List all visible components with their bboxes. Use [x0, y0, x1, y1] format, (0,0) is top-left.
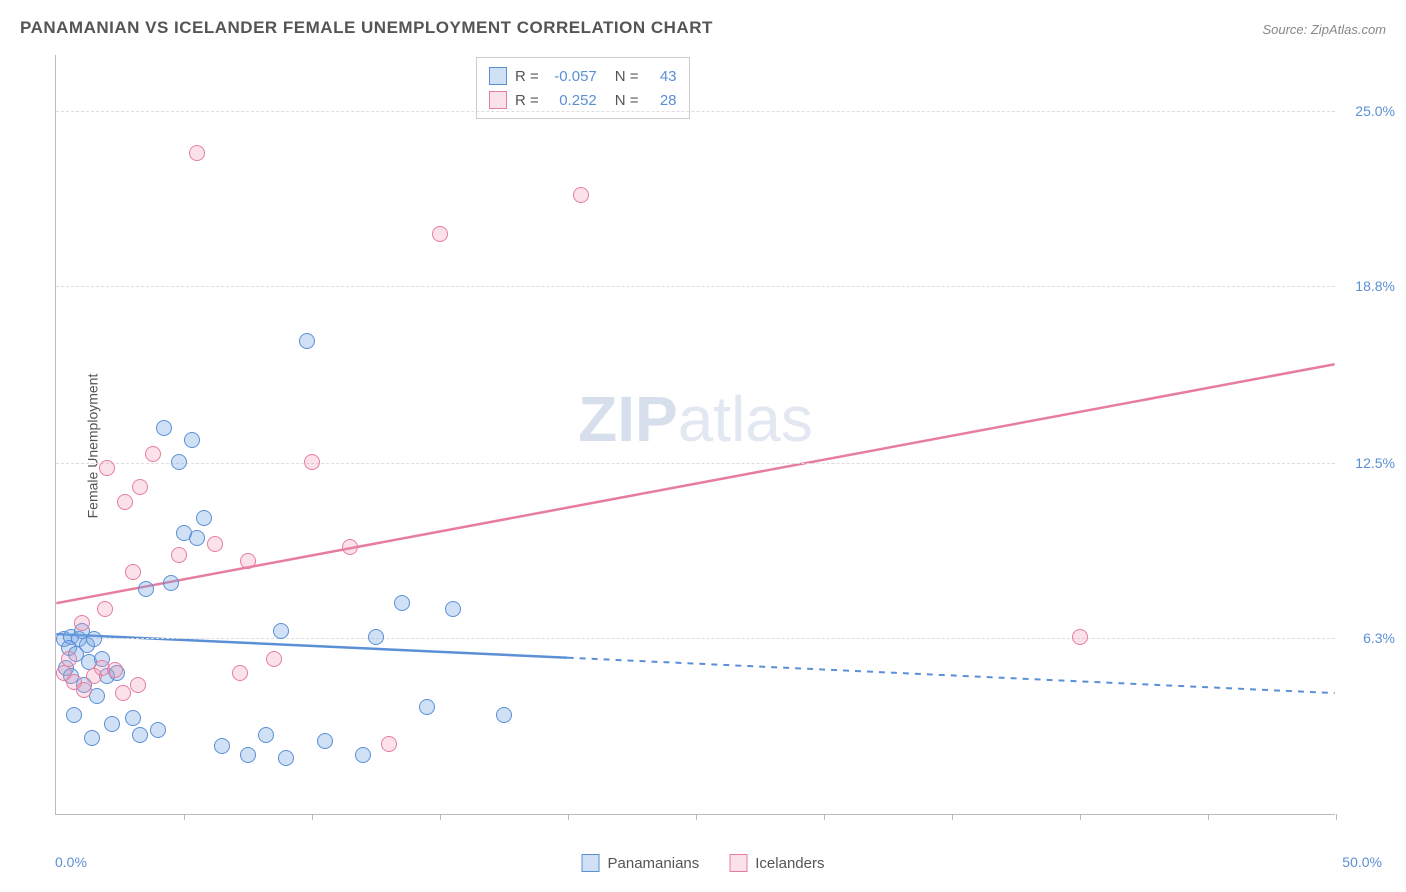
data-point: [368, 629, 384, 645]
swatch-pink-icon: [729, 854, 747, 872]
corr-row-icelanders: R = 0.252 N = 28: [489, 88, 677, 112]
data-point: [1072, 629, 1088, 645]
x-tick: [952, 814, 953, 820]
data-point: [573, 187, 589, 203]
y-tick-label: 6.3%: [1340, 630, 1395, 646]
x-tick: [1080, 814, 1081, 820]
x-min-label: 0.0%: [55, 854, 87, 870]
x-tick: [1208, 814, 1209, 820]
data-point: [84, 730, 100, 746]
data-point: [273, 623, 289, 639]
data-point: [138, 581, 154, 597]
data-point: [115, 685, 131, 701]
y-tick-label: 18.8%: [1340, 278, 1395, 294]
data-point: [432, 226, 448, 242]
data-point: [132, 479, 148, 495]
x-tick: [696, 814, 697, 820]
gridline: [56, 286, 1335, 287]
swatch-blue-icon: [582, 854, 600, 872]
data-point: [278, 750, 294, 766]
data-point: [145, 446, 161, 462]
n-label: N =: [615, 92, 639, 109]
data-point: [156, 420, 172, 436]
corr-row-panamanians: R = -0.057 N = 43: [489, 64, 677, 88]
data-point: [117, 494, 133, 510]
data-point: [304, 454, 320, 470]
data-point: [76, 682, 92, 698]
data-point: [445, 601, 461, 617]
data-point: [342, 539, 358, 555]
data-point: [61, 651, 77, 667]
data-point: [355, 747, 371, 763]
data-point: [381, 736, 397, 752]
data-point: [317, 733, 333, 749]
data-point: [496, 707, 512, 723]
r-label: R =: [515, 68, 539, 85]
y-tick-label: 25.0%: [1340, 103, 1395, 119]
data-point: [232, 665, 248, 681]
data-point: [171, 547, 187, 563]
data-point: [66, 707, 82, 723]
correlation-box: R = -0.057 N = 43 R = 0.252 N = 28: [476, 57, 690, 119]
data-point: [394, 595, 410, 611]
x-tick: [440, 814, 441, 820]
x-tick: [184, 814, 185, 820]
swatch-pink-icon: [489, 91, 507, 109]
data-point: [189, 145, 205, 161]
data-point: [125, 564, 141, 580]
data-point: [299, 333, 315, 349]
legend-item-panamanians: Panamanians: [582, 854, 700, 872]
data-point: [150, 722, 166, 738]
x-tick: [568, 814, 569, 820]
data-point: [207, 536, 223, 552]
data-point: [240, 747, 256, 763]
source-credit: Source: ZipAtlas.com: [1262, 22, 1386, 37]
x-tick: [312, 814, 313, 820]
data-point: [107, 662, 123, 678]
data-point: [184, 432, 200, 448]
n-label: N =: [615, 68, 639, 85]
gridline: [56, 638, 1335, 639]
gridline: [56, 463, 1335, 464]
n-value-panamanians: 43: [647, 68, 677, 85]
y-tick-label: 12.5%: [1340, 455, 1395, 471]
trend-line-dashed: [568, 658, 1335, 693]
r-value-icelanders: 0.252: [547, 92, 597, 109]
legend-label-icelanders: Icelanders: [755, 855, 824, 872]
x-max-label: 50.0%: [1342, 854, 1382, 870]
data-point: [240, 553, 256, 569]
data-point: [214, 738, 230, 754]
data-point: [258, 727, 274, 743]
x-tick: [824, 814, 825, 820]
swatch-blue-icon: [489, 67, 507, 85]
data-point: [132, 727, 148, 743]
gridline: [56, 111, 1335, 112]
data-point: [266, 651, 282, 667]
r-label: R =: [515, 92, 539, 109]
trend-lines-svg: [56, 55, 1335, 814]
legend-label-panamanians: Panamanians: [608, 855, 700, 872]
plot-area: ZIPatlas R = -0.057 N = 43 R = 0.252 N =…: [55, 55, 1335, 815]
data-point: [74, 615, 90, 631]
data-point: [163, 575, 179, 591]
data-point: [125, 710, 141, 726]
data-point: [99, 460, 115, 476]
data-point: [419, 699, 435, 715]
data-point: [97, 601, 113, 617]
chart-title: PANAMANIAN VS ICELANDER FEMALE UNEMPLOYM…: [20, 18, 713, 38]
n-value-icelanders: 28: [647, 92, 677, 109]
bottom-legend: Panamanians Icelanders: [582, 854, 825, 872]
x-tick: [1336, 814, 1337, 820]
data-point: [196, 510, 212, 526]
data-point: [130, 677, 146, 693]
data-point: [176, 525, 192, 541]
data-point: [104, 716, 120, 732]
legend-item-icelanders: Icelanders: [729, 854, 824, 872]
data-point: [171, 454, 187, 470]
r-value-panamanians: -0.057: [547, 68, 597, 85]
